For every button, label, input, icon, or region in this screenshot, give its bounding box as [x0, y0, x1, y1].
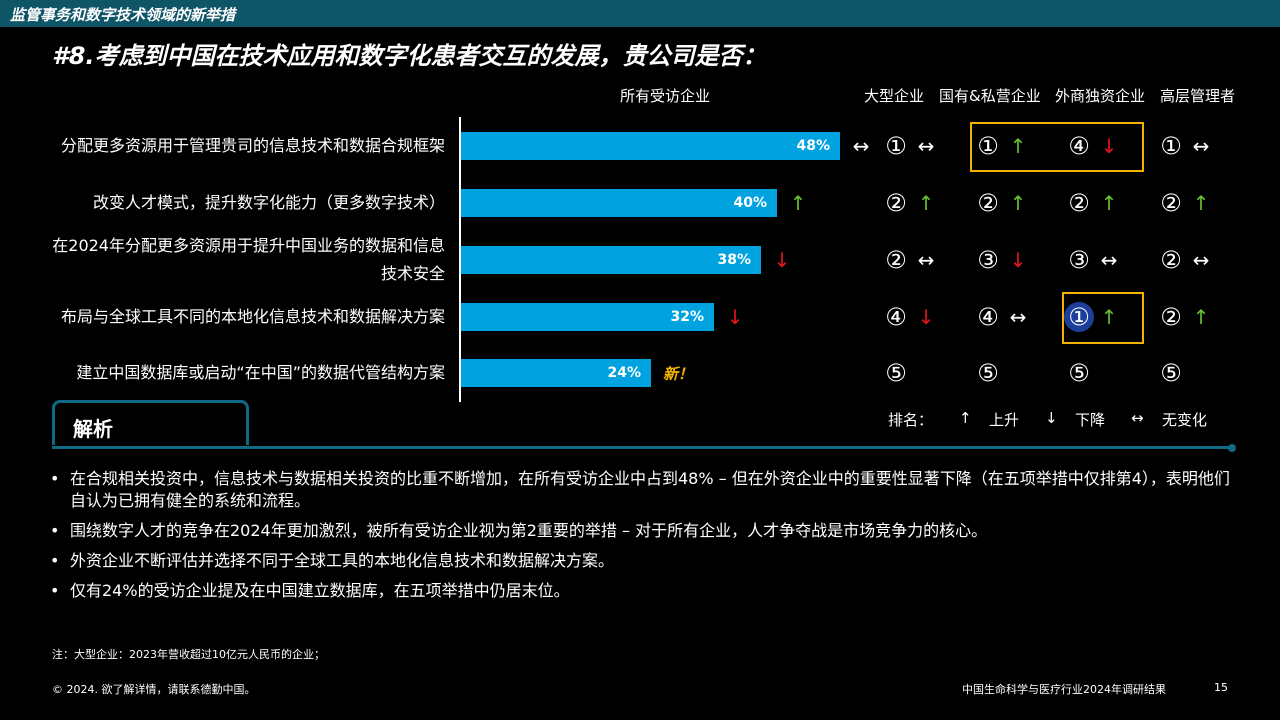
column-header-all: 所有受访企业	[620, 87, 711, 105]
trend-up-icon: ↑	[1009, 134, 1027, 158]
rank-foreign: ④	[1068, 132, 1090, 160]
rank-executives: ②	[1160, 246, 1182, 274]
top-section-bar: 监管事务和数字技术领域的新举措	[0, 0, 1280, 27]
rank-soe-private: ④	[977, 303, 999, 331]
trend-same-icon: ↔	[1192, 248, 1210, 272]
rank-executives: ⑤	[1160, 359, 1182, 387]
trend-same-icon: ↔	[1009, 305, 1027, 329]
bar	[461, 303, 714, 331]
rank-large: ②	[885, 189, 907, 217]
analysis-bullet: 仅有24%的受访企业提及在中国建立数据库，在五项举措中仍居末位。	[50, 580, 1245, 602]
rank-foreign: ②	[1068, 189, 1090, 217]
legend-down-arrow-icon: ↓	[1045, 409, 1058, 427]
analysis-bullet: 围绕数字人才的竞争在2024年更加激烈，被所有受访企业视为第2重要的举措 – 对…	[50, 520, 1245, 542]
category-label: 在2024年分配更多资源用于提升中国业务的数据和信息技术安全	[52, 236, 445, 283]
page-title: #8.考虑到中国在技术应用和数字化患者交互的发展，贵公司是否：	[52, 42, 767, 70]
bar	[461, 132, 840, 160]
category-label: 分配更多资源用于管理贵司的信息技术和数据合规框架	[60, 136, 445, 155]
rank-soe-private: ⑤	[977, 359, 999, 387]
rank-foreign: ①	[1064, 302, 1094, 332]
category-label: 布局与全球工具不同的本地化信息技术和数据解决方案	[60, 307, 445, 326]
rank-large: ⑤	[885, 359, 907, 387]
trend-same-icon: ↔	[1100, 248, 1118, 272]
rank-executives: ②	[1160, 303, 1182, 331]
column-header-foreign: 外商独资企业	[1055, 87, 1146, 105]
trend-up-icon: ↑	[1009, 191, 1027, 215]
rank-executives: ①	[1160, 132, 1182, 160]
highlight-box	[1062, 292, 1144, 344]
legend-up-arrow-icon: ↑	[959, 409, 972, 427]
rank-large: ②	[885, 246, 907, 274]
legend-unchanged-label: 无变化	[1162, 411, 1208, 429]
rank-foreign: ⑤	[1068, 359, 1090, 387]
footnote: 注：大型企业：2023年营收超过10亿元人民币的企业；	[52, 648, 325, 661]
section-title: 监管事务和数字技术领域的新举措	[10, 6, 236, 24]
highlight-box	[970, 122, 1144, 172]
bar-value-label: 38%	[717, 252, 751, 268]
bar	[461, 359, 651, 387]
analysis-tab: 解析	[52, 400, 249, 445]
trend-same-icon: ↔	[917, 134, 935, 158]
bar-value-label: 32%	[670, 309, 704, 325]
rank-soe-private: ②	[977, 189, 999, 217]
page-number: 15	[1214, 681, 1228, 694]
new-tag: 新！	[663, 365, 694, 383]
rank-executives: ②	[1160, 189, 1182, 217]
trend-down-icon: ↓	[917, 305, 935, 329]
bar-value-label: 40%	[733, 195, 767, 211]
rank-foreign: ③	[1068, 246, 1090, 274]
analysis-bullets: 在合规相关投资中，信息技术与数据相关投资的比重不断增加，在所有受访企业中占到48…	[50, 468, 1245, 610]
analysis-bullet: 在合规相关投资中，信息技术与数据相关投资的比重不断增加，在所有受访企业中占到48…	[50, 468, 1245, 512]
category-label: 改变人才模式，提升数字化能力（更多数字技术）	[92, 193, 445, 212]
bar-value-label: 24%	[607, 365, 641, 381]
bar	[461, 189, 777, 217]
trend-same-icon: ↔	[1192, 134, 1210, 158]
column-header-large: 大型企业	[864, 87, 925, 105]
trend-down-icon: ↓	[1100, 134, 1118, 158]
column-header-soe-private: 国有&私营企业	[939, 87, 1041, 105]
bar	[461, 246, 761, 274]
footer-report-title: 中国生命科学与医疗行业2024年调研结果	[962, 683, 1166, 696]
trend-down-icon: ↓	[1009, 248, 1027, 272]
category-label: 建立中国数据库或启动“在中国”的数据代管结构方案	[76, 363, 445, 382]
bar-value-label: 48%	[796, 138, 830, 154]
analysis-divider	[52, 446, 1232, 449]
trend-up-icon: ↑	[1192, 191, 1210, 215]
trend-down-icon: ↓	[773, 248, 791, 272]
legend-up-label: 上升	[989, 411, 1020, 429]
chart-axis-line	[459, 117, 461, 402]
rank-soe-private: ③	[977, 246, 999, 274]
trend-up-icon: ↑	[1192, 305, 1210, 329]
trend-same-icon: ↔	[852, 134, 870, 158]
rank-large: ④	[885, 303, 907, 331]
trend-same-icon: ↔	[917, 248, 935, 272]
analysis-bullet: 外资企业不断评估并选择不同于全球工具的本地化信息技术和数据解决方案。	[50, 550, 1245, 572]
trend-up-icon: ↑	[917, 191, 935, 215]
legend-down-label: 下降	[1075, 411, 1106, 429]
rank-soe-private: ①	[977, 132, 999, 160]
analysis-tab-label: 解析	[73, 417, 113, 441]
trend-up-icon: ↑	[1100, 191, 1118, 215]
footer-copyright: © 2024. 欲了解详情，请联系德勤中国。	[52, 683, 256, 696]
column-header-executives: 高层管理者	[1160, 87, 1236, 105]
legend-unchanged-arrow-icon: ↔	[1131, 409, 1144, 427]
trend-up-icon: ↑	[789, 191, 807, 215]
trend-up-icon: ↑	[1100, 305, 1118, 329]
rank-large: ①	[885, 132, 907, 160]
trend-down-icon: ↓	[726, 305, 744, 329]
divider-end-dot	[1228, 444, 1236, 452]
legend-title: 排名：	[888, 411, 934, 429]
